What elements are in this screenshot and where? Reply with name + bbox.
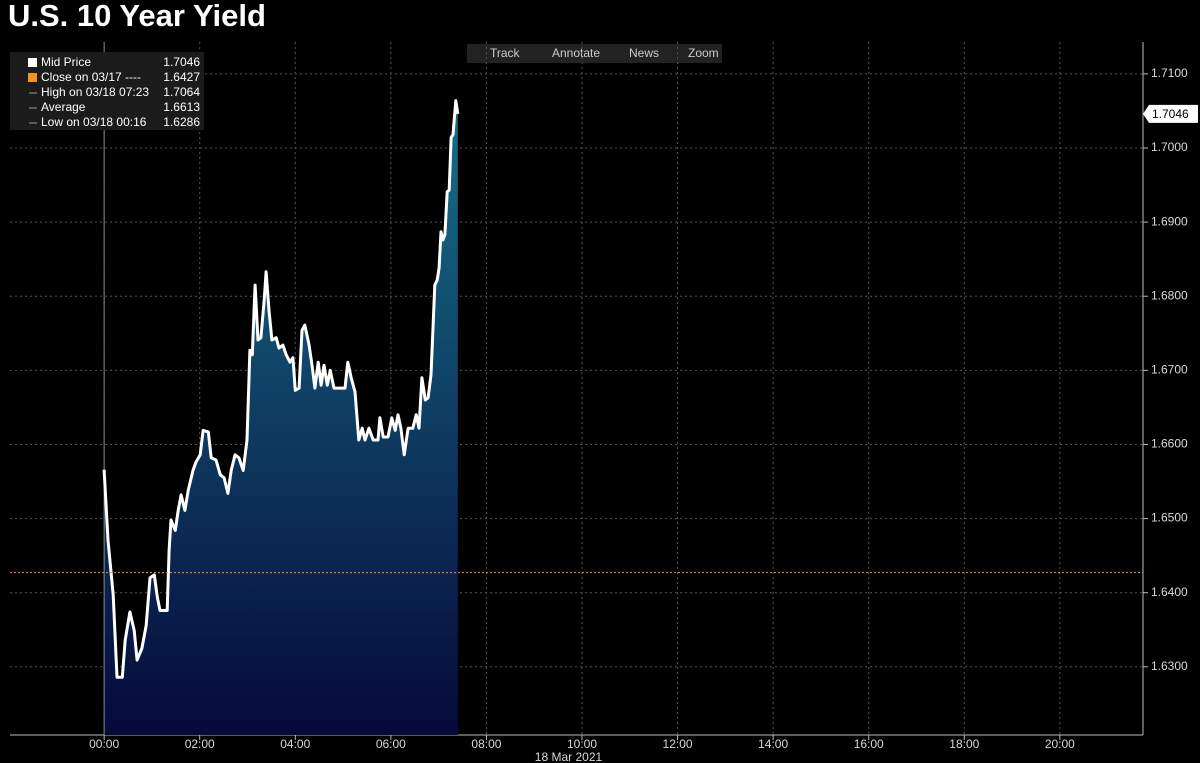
toolbar-button[interactable]: Annotate	[552, 46, 600, 60]
legend-value: 1.6613	[163, 100, 200, 114]
legend-bg	[10, 52, 204, 130]
toolbar-button[interactable]: Zoom	[688, 46, 719, 60]
x-tick-label: 02:00	[185, 737, 215, 751]
x-tick-label: 12:00	[663, 737, 693, 751]
price-tag-label: 1.7046	[1152, 107, 1189, 121]
chart-title: U.S. 10 Year Yield	[8, 0, 266, 33]
legend-label: Average	[41, 100, 86, 114]
area	[104, 100, 458, 736]
y-tick-label: 1.6900	[1151, 214, 1188, 228]
legend-label: High on 03/18 07:23	[41, 85, 149, 99]
x-tick-label: 20:00	[1045, 737, 1075, 751]
x-tick-label: 10:00	[567, 737, 597, 751]
toolbar-bg	[467, 44, 722, 63]
x-axis-label: 18 Mar 2021	[535, 750, 603, 763]
legend-value: 1.7064	[163, 85, 200, 99]
y-tick-label: 1.6700	[1151, 363, 1188, 377]
y-tick-label: 1.7000	[1151, 140, 1188, 154]
x-tick-label: 16:00	[854, 737, 884, 751]
legend-value: 1.6286	[163, 115, 200, 129]
price-tag	[1143, 104, 1198, 123]
y-tick-label: 1.6500	[1151, 511, 1188, 525]
legend-swatch	[28, 58, 37, 67]
x-tick-label: 00:00	[89, 737, 119, 751]
y-tick-label: 1.6300	[1151, 659, 1188, 673]
legend-value: 1.7046	[163, 55, 200, 69]
y-tick-label: 1.6400	[1151, 585, 1188, 599]
legend-label: Low on 03/18 00:16	[41, 115, 147, 129]
toolbar-button[interactable]: News	[629, 46, 659, 60]
x-tick-label: 04:00	[280, 737, 310, 751]
x-tick-label: 08:00	[471, 737, 501, 751]
y-tick-label: 1.6600	[1151, 437, 1188, 451]
line	[102, 99, 460, 679]
legend-value: 1.6427	[163, 70, 200, 84]
toolbar	[467, 44, 722, 63]
y-tick-label: 1.7100	[1151, 66, 1188, 80]
legend-swatch	[28, 73, 37, 82]
legend-label: Close on 03/17 ----	[41, 70, 141, 84]
toolbar-button[interactable]: Track	[490, 46, 521, 60]
x-tick-label: 18:00	[949, 737, 979, 751]
x-tick-label: 06:00	[376, 737, 406, 751]
x-tick-label: 14:00	[758, 737, 788, 751]
legend-label: Mid Price	[41, 55, 91, 69]
y-tick-label: 1.6800	[1151, 288, 1188, 302]
